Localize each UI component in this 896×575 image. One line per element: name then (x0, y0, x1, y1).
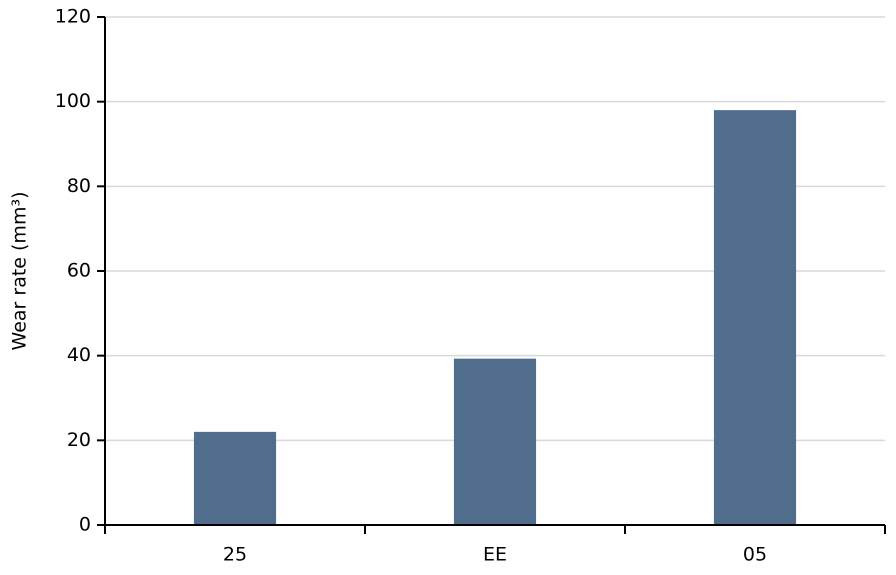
x-tick-label: EE (483, 544, 507, 566)
bar (453, 358, 537, 525)
x-tick-label: 25 (223, 544, 247, 566)
y-tick-label: 60 (67, 260, 91, 282)
y-tick-label: 120 (55, 6, 91, 28)
bar (713, 110, 797, 525)
x-tick-label: 05 (743, 544, 767, 566)
y-tick-label: 80 (67, 175, 91, 197)
bar (193, 431, 277, 525)
y-tick-label: 20 (67, 429, 91, 451)
y-tick-label: 0 (79, 514, 91, 536)
y-tick-label: 40 (67, 344, 91, 366)
y-axis-title: Wear rate (mm³) (9, 192, 31, 351)
y-tick-label: 100 (55, 90, 91, 112)
